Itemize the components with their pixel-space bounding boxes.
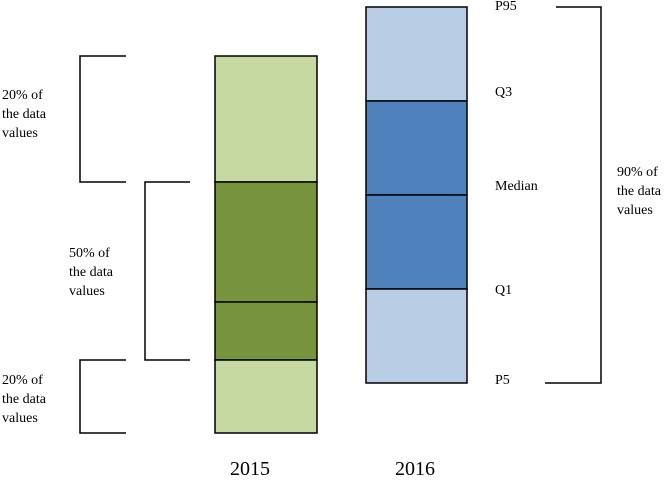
box-2016 xyxy=(365,6,468,384)
bracket-bottom-20pct xyxy=(79,359,126,434)
box-2016-p95-q3-segment xyxy=(365,6,468,102)
bracket-right-90pct xyxy=(545,6,602,384)
box-2015-top-segment xyxy=(214,55,318,183)
year-label-2016: 2016 xyxy=(395,458,435,480)
label-q3: Q3 xyxy=(495,85,513,100)
box-2016-q1-p5-segment xyxy=(365,288,468,384)
label-p5: P5 xyxy=(495,373,510,388)
label-middle-50pct: 50% of the data values xyxy=(69,246,113,299)
label-top-20pct: 20% of the data values xyxy=(2,88,46,141)
bracket-middle-50pct xyxy=(144,181,190,361)
box-2016-q3-median-segment xyxy=(365,100,468,196)
box-2016-median-q1-segment xyxy=(365,194,468,290)
label-median: Median xyxy=(495,179,538,194)
box-2015-bottom-segment xyxy=(214,359,318,434)
label-right-90pct: 90% of the data values xyxy=(617,165,661,218)
year-label-2015: 2015 xyxy=(230,458,270,480)
label-p95: P95 xyxy=(495,0,517,14)
label-q1: Q1 xyxy=(495,283,513,298)
box-2015-lower-mid-segment xyxy=(214,301,318,361)
box-2015-upper-mid-segment xyxy=(214,181,318,303)
label-bottom-20pct: 20% of the data values xyxy=(2,373,46,426)
bracket-top-20pct xyxy=(79,55,126,183)
box-2015 xyxy=(214,55,318,434)
